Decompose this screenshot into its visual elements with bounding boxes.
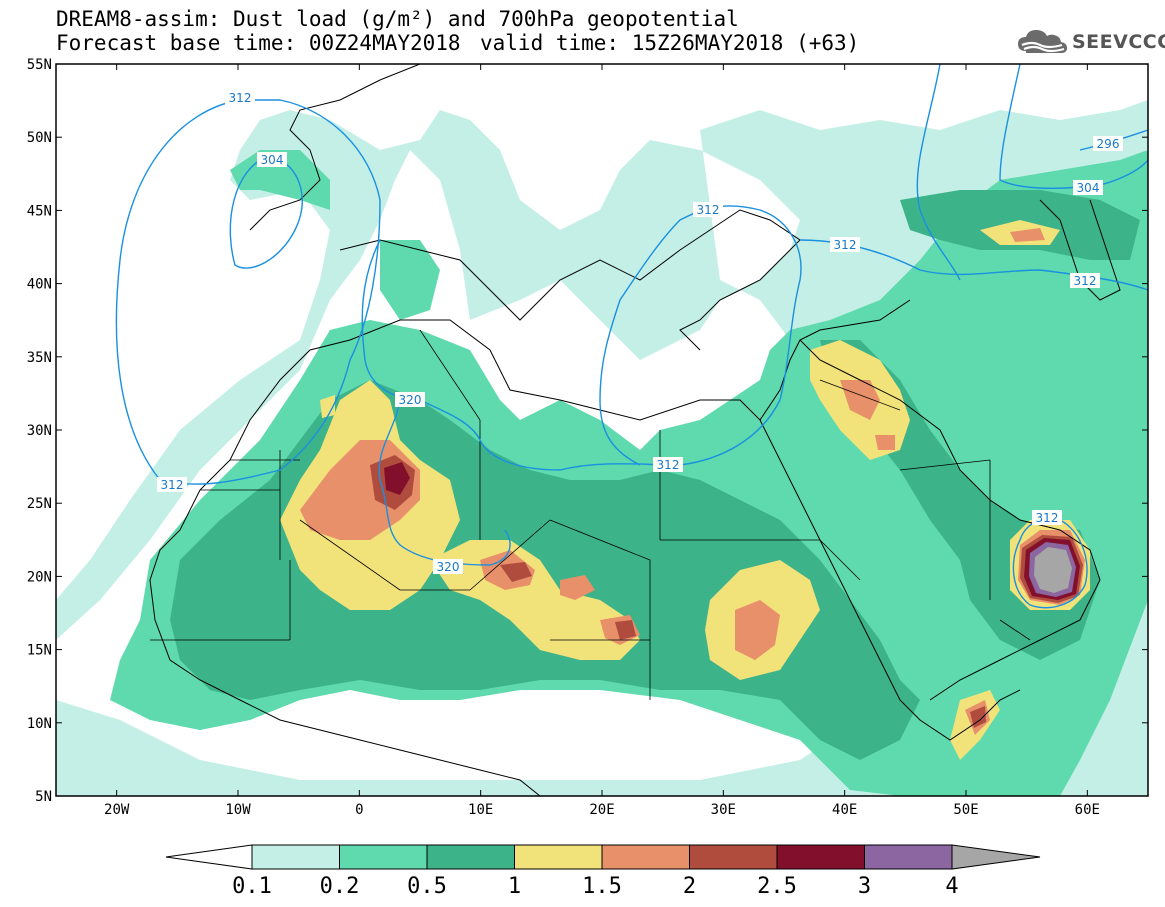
dust-layer-0-1 bbox=[56, 100, 1148, 796]
contour-304-east bbox=[916, 64, 1148, 281]
latitude-tick-label: 45N bbox=[27, 203, 52, 219]
latitude-tick-label: 40N bbox=[27, 277, 52, 293]
latitude-axis: 55N 50N 45N 40N 35N 30N 25N 20N 15N 10N 5N bbox=[27, 57, 1148, 805]
latitude-tick-label: 5N bbox=[35, 789, 52, 805]
coastline-red-sea bbox=[759, 419, 1021, 741]
dust-layer-1 bbox=[280, 220, 1090, 760]
colorbar: 0.1 0.2 0.5 1 1.5 2 2.5 3 4 bbox=[165, 844, 1041, 899]
contour-label: 312 bbox=[229, 91, 252, 105]
longitude-tick-label: 30E bbox=[711, 802, 736, 818]
map-title: DREAM8-assim: Dust load (g/m²) and 700hP… bbox=[56, 7, 739, 31]
contour-312-west bbox=[115, 99, 381, 485]
longitude-tick-label: 40E bbox=[832, 802, 857, 818]
colorbar-label: 4 bbox=[945, 874, 958, 899]
dust-fields bbox=[56, 100, 1148, 796]
longitude-tick-label: 60E bbox=[1075, 802, 1100, 818]
contour-label: 312 bbox=[161, 478, 184, 492]
colorbar-swatch bbox=[251, 844, 340, 870]
latitude-tick-label: 10N bbox=[27, 716, 52, 732]
latitude-tick-label: 35N bbox=[27, 350, 52, 366]
contour-label: 320 bbox=[399, 393, 422, 407]
logo-text: SEEVCCC bbox=[1072, 31, 1165, 53]
contour-label: 312 bbox=[657, 458, 680, 472]
longitude-axis: 20W 10W 0 10E 20E 30E 40E 50E 60E bbox=[104, 64, 1100, 818]
contour-labels: 312 304 312 296 304 312 312 312 320 320 … bbox=[157, 90, 1123, 574]
longitude-tick-label: 10E bbox=[468, 802, 493, 818]
colorbar-swatch bbox=[864, 844, 953, 870]
dust-layer-4 bbox=[1034, 547, 1072, 593]
contour-label: 312 bbox=[1036, 511, 1059, 525]
colorbar-swatch bbox=[776, 844, 865, 870]
colorbar-label: 3 bbox=[858, 874, 871, 899]
latitude-tick-label: 30N bbox=[27, 423, 52, 439]
contour-label: 304 bbox=[261, 153, 284, 167]
seevccc-logo: SEEVCCC bbox=[1016, 24, 1165, 60]
colorbar-label: 1.5 bbox=[582, 874, 622, 899]
coastline-europe bbox=[249, 64, 801, 351]
forecast-base-time: Forecast base time: 00Z24MAY2018 bbox=[56, 31, 461, 55]
longitude-tick-label: 20E bbox=[589, 802, 614, 818]
contour-320 bbox=[378, 399, 511, 566]
colorbar-label: 2 bbox=[683, 874, 696, 899]
longitude-tick-label: 10W bbox=[225, 802, 251, 818]
colorbar-label: 0.1 bbox=[232, 874, 272, 899]
latitude-tick-label: 15N bbox=[27, 643, 52, 659]
colorbar-label: 2.5 bbox=[757, 874, 797, 899]
valid-time: valid time: 15Z26MAY2018 (+63) bbox=[480, 31, 860, 55]
colorbar-label: 1 bbox=[508, 874, 521, 899]
contour-label: 312 bbox=[834, 238, 857, 252]
contour-label: 304 bbox=[1077, 181, 1100, 195]
country-borders bbox=[150, 329, 1031, 700]
colorbar-high-arrow bbox=[951, 844, 1041, 870]
contour-label: 320 bbox=[437, 560, 460, 574]
coastline-africa-west bbox=[149, 459, 541, 796]
colorbar-low-arrow bbox=[165, 844, 253, 870]
contour-label: 296 bbox=[1097, 137, 1120, 151]
colorbar-swatch bbox=[601, 844, 690, 870]
coastline-caspian bbox=[1039, 199, 1121, 301]
latitude-tick-label: 25N bbox=[27, 496, 52, 512]
colorbar-swatch bbox=[426, 844, 515, 870]
contour-label: 312 bbox=[697, 203, 720, 217]
colorbar-label: 0.5 bbox=[407, 874, 447, 899]
cloud-logo-icon bbox=[1018, 30, 1067, 53]
colorbar-swatch bbox=[689, 844, 778, 870]
colorbar-swatch bbox=[514, 844, 603, 870]
longitude-tick-label: 20W bbox=[104, 802, 130, 818]
contour-label: 312 bbox=[1074, 274, 1097, 288]
longitude-tick-label: 0 bbox=[355, 802, 363, 818]
latitude-tick-label: 50N bbox=[27, 130, 52, 146]
colorbar-label: 0.2 bbox=[320, 874, 360, 899]
latitude-tick-label: 20N bbox=[27, 569, 52, 585]
colorbar-swatch bbox=[339, 844, 428, 870]
contour-304 bbox=[229, 159, 303, 269]
latitude-tick-label: 55N bbox=[27, 57, 52, 73]
longitude-tick-label: 50E bbox=[953, 802, 978, 818]
dust-layer-0-5 bbox=[170, 190, 1140, 760]
